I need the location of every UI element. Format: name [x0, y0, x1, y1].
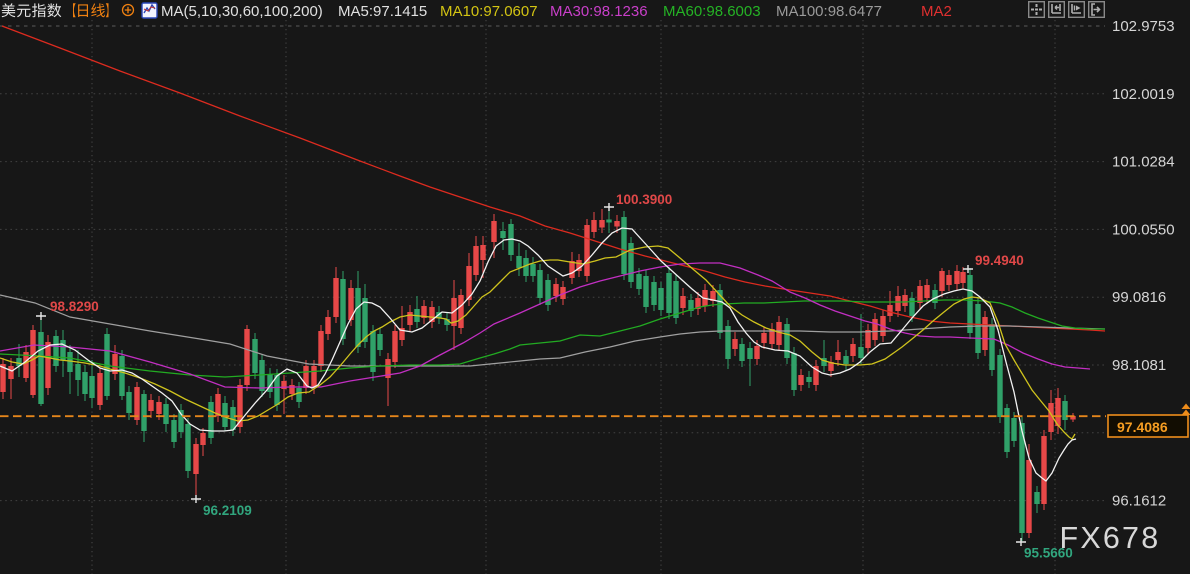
- svg-text:FX678: FX678: [1060, 521, 1161, 555]
- svg-text:100.3900: 100.3900: [616, 192, 672, 207]
- svg-text:MA10:97.0607: MA10:97.0607: [440, 3, 538, 20]
- svg-text:96.1612: 96.1612: [1112, 493, 1166, 510]
- svg-text:MA60:98.6003: MA60:98.6003: [663, 3, 761, 20]
- svg-text:95.5660: 95.5660: [1024, 546, 1073, 561]
- svg-text:98.8290: 98.8290: [50, 299, 99, 314]
- svg-text:MA(5,10,30,60,100,200): MA(5,10,30,60,100,200): [161, 3, 323, 20]
- svg-text:96.2109: 96.2109: [203, 503, 252, 518]
- svg-text:98.1081: 98.1081: [1112, 357, 1166, 374]
- svg-text:MA2: MA2: [921, 3, 952, 20]
- svg-text:102.0019: 102.0019: [1112, 86, 1175, 103]
- svg-text:97.4086: 97.4086: [1117, 419, 1168, 435]
- svg-text:MA5:97.1415: MA5:97.1415: [338, 3, 427, 20]
- svg-text:102.9753: 102.9753: [1112, 18, 1175, 35]
- svg-text:101.0284: 101.0284: [1112, 154, 1175, 171]
- svg-text:99.0816: 99.0816: [1112, 289, 1166, 306]
- svg-text:MA100:98.6477: MA100:98.6477: [776, 3, 882, 20]
- svg-text:99.4940: 99.4940: [975, 253, 1024, 268]
- svg-text:100.0550: 100.0550: [1112, 221, 1175, 238]
- svg-text:MA30:98.1236: MA30:98.1236: [550, 3, 648, 20]
